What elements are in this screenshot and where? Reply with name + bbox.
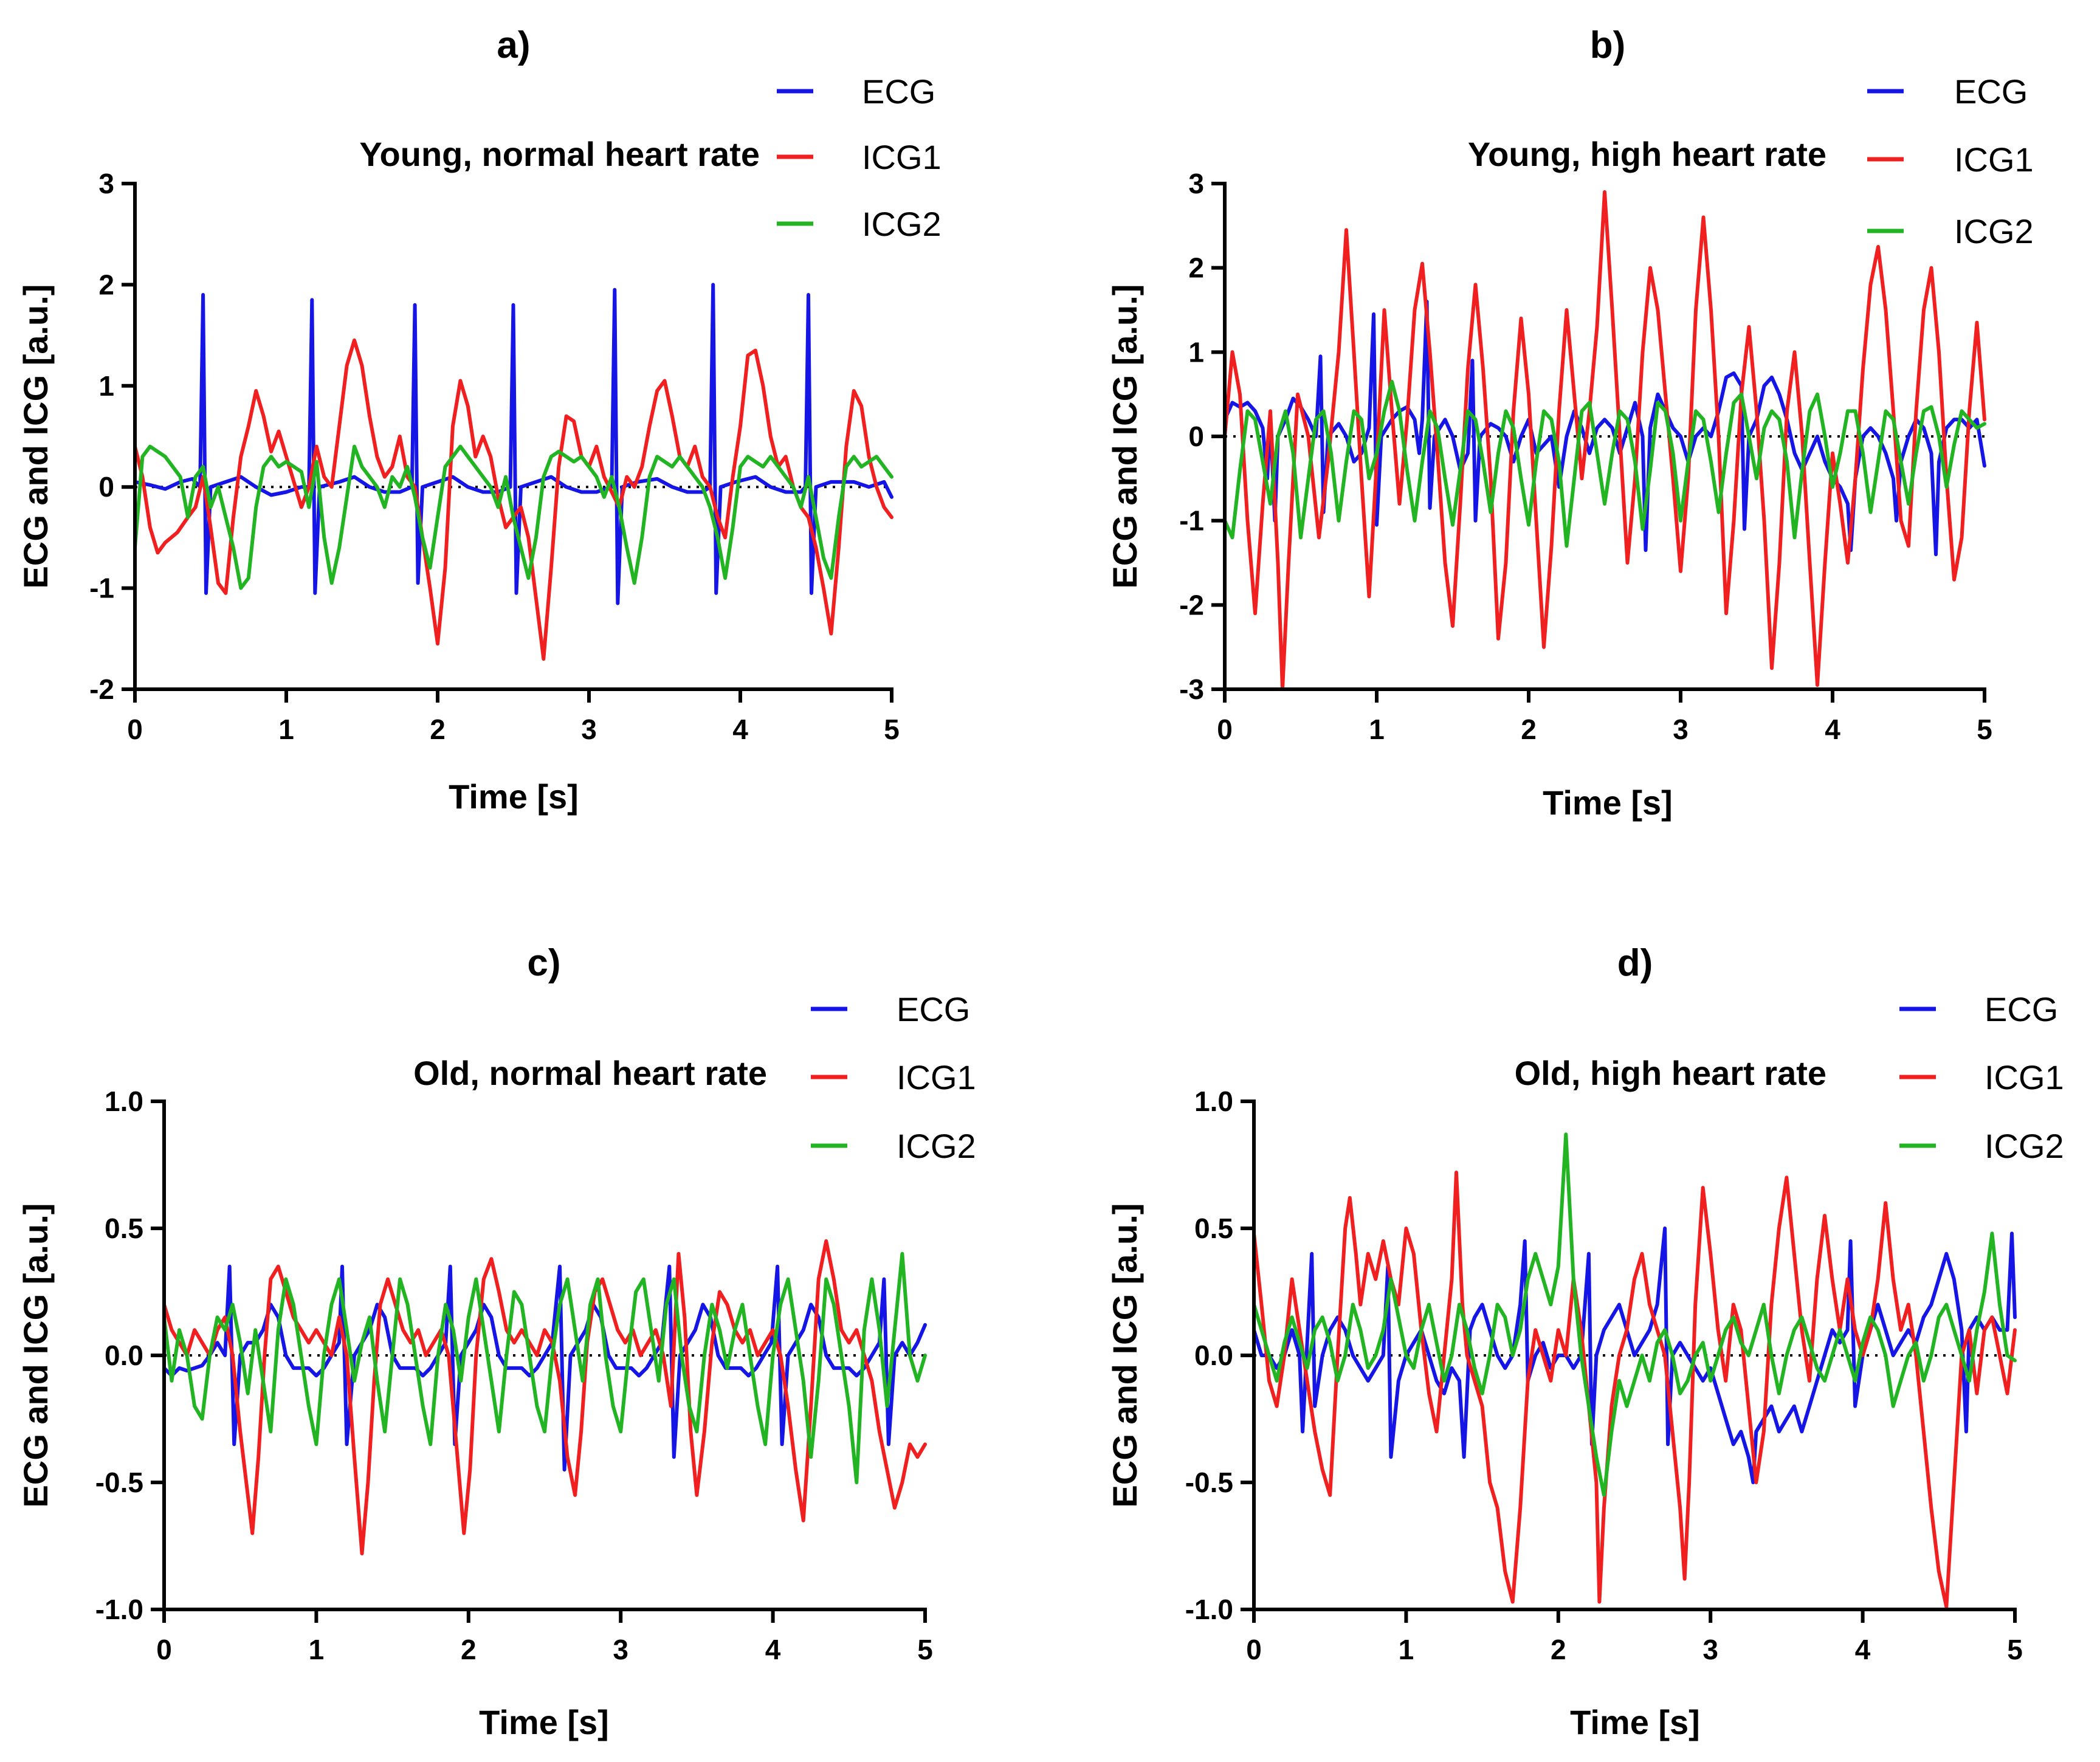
legend-label-icg1: ICG1	[862, 138, 942, 176]
plot-area: 0 1 2 3 4 5 -1.0 -0.5 0.0 0.5 1.0	[1185, 1086, 2023, 1665]
y-tick-label: 1	[1188, 336, 1204, 368]
panel-d: d) Old, high heart rate ECG ICG1 ICG2 0 1…	[1106, 942, 2064, 1741]
y-tick-label: 0.0	[1194, 1340, 1233, 1371]
x-tick-label: 0	[156, 1634, 172, 1665]
series-line-icg1	[162, 1239, 927, 1555]
y-tick-label: 3	[1188, 168, 1204, 199]
legend-label-ecg: ECG	[862, 72, 935, 111]
y-tick-label: -0.5	[1185, 1467, 1233, 1498]
y-tick-label: 3	[98, 168, 114, 199]
y-tick-label: 1	[98, 370, 114, 402]
y-tick-label: 1.0	[1194, 1086, 1233, 1117]
y-tick-label: 1.0	[105, 1086, 143, 1117]
x-axis-title: Time [s]	[479, 1703, 609, 1741]
y-tick-label: -3	[1179, 673, 1204, 705]
series-line-icg1	[1252, 1171, 2017, 1609]
legend: ECG ICG1 ICG2	[811, 990, 976, 1165]
legend: ECG ICG1 ICG2	[1899, 990, 2064, 1165]
legend-label-ecg: ECG	[1954, 72, 2028, 111]
x-tick-label: 1	[1399, 1634, 1414, 1665]
series-line-icg2	[162, 1251, 927, 1484]
panel-subtitle: Young, normal heart rate	[359, 135, 760, 173]
series-line-icg2	[1252, 1132, 2017, 1497]
legend-label-icg2: ICG2	[1985, 1127, 2064, 1165]
x-tick-label: 2	[461, 1634, 477, 1665]
y-tick-label: 2	[1188, 252, 1204, 284]
y-axis-title: ECG and ICG [a.u.]	[1106, 1203, 1144, 1508]
panel-subtitle: Old, normal heart rate	[413, 1054, 767, 1092]
panel-label: c)	[527, 942, 560, 984]
x-tick-label: 2	[1521, 714, 1537, 745]
y-tick-label: 0	[1188, 421, 1204, 452]
x-tick-label: 1	[309, 1634, 325, 1665]
x-tick-label: 3	[1702, 1634, 1718, 1665]
x-tick-label: 2	[1551, 1634, 1566, 1665]
panel-label: d)	[1617, 942, 1653, 984]
legend-label-icg2: ICG2	[897, 1127, 976, 1165]
x-tick-label: 0	[127, 714, 143, 745]
plot-area: 0 1 2 3 4 5 -1.0 -0.5 0.0 0.5 1.0	[95, 1086, 933, 1665]
panel-label: b)	[1590, 24, 1626, 66]
panel-label: a)	[497, 24, 530, 66]
x-axis-title: Time [s]	[449, 777, 579, 816]
legend-label-icg1: ICG1	[1954, 140, 2034, 179]
panel-c: c) Old, normal heart rate ECG ICG1 ICG2 …	[16, 942, 976, 1741]
legend-label-icg1: ICG1	[1985, 1058, 2064, 1096]
y-tick-label: 0.0	[105, 1340, 143, 1371]
y-tick-label: 2	[98, 269, 114, 300]
x-tick-label: 4	[1855, 1634, 1871, 1665]
x-tick-label: 1	[1369, 714, 1385, 745]
series-line-icg2	[1223, 379, 1986, 548]
series-line-ecg	[1252, 1227, 2017, 1484]
x-tick-label: 3	[613, 1634, 628, 1665]
x-tick-label: 4	[732, 714, 748, 745]
x-tick-label: 2	[430, 714, 446, 745]
plot-area: 0 1 2 3 4 5 -3 -2 -1 0 1 2 3	[1179, 168, 1992, 745]
y-tick-label: 0.5	[105, 1213, 143, 1244]
panel-subtitle: Young, high heart rate	[1468, 135, 1826, 173]
x-tick-label: 3	[1673, 714, 1689, 745]
series-line-icg1	[133, 338, 893, 661]
series-line-ecg	[133, 283, 893, 605]
x-tick-label: 5	[2007, 1634, 2023, 1665]
y-tick-label: 0	[98, 471, 114, 503]
y-axis-title: ECG and ICG [a.u.]	[1106, 284, 1144, 589]
y-tick-label: -2	[1179, 589, 1204, 621]
panel-subtitle: Old, high heart rate	[1515, 1054, 1826, 1092]
x-tick-label: 3	[581, 714, 597, 745]
y-tick-label: -1.0	[95, 1594, 143, 1625]
x-tick-label: 4	[765, 1634, 781, 1665]
y-tick-label: -1.0	[1185, 1594, 1233, 1625]
legend-label-icg2: ICG2	[1954, 212, 2034, 250]
panel-b: b) Young, high heart rate ECG ICG1 ICG2 …	[1106, 24, 2034, 822]
legend-label-ecg: ECG	[1985, 990, 2058, 1028]
y-tick-label: -2	[89, 673, 114, 705]
y-axis-title: ECG and ICG [a.u.]	[16, 284, 55, 589]
x-axis-title: Time [s]	[1570, 1703, 1700, 1741]
y-tick-label: -1	[1179, 505, 1204, 537]
x-tick-label: 0	[1246, 1634, 1262, 1665]
y-tick-label: 0.5	[1194, 1213, 1233, 1244]
y-axis-title: ECG and ICG [a.u.]	[16, 1203, 55, 1508]
panel-a: a) Young, normal heart rate ECG ICG1 ICG…	[16, 24, 942, 816]
x-axis-title: Time [s]	[1543, 783, 1673, 822]
legend-label-ecg: ECG	[897, 990, 970, 1028]
series-line-icg2	[133, 444, 893, 590]
x-tick-label: 1	[278, 714, 294, 745]
y-tick-label: -0.5	[95, 1467, 143, 1498]
legend: ECG ICG1 ICG2	[1867, 72, 2034, 250]
legend-label-icg1: ICG1	[897, 1058, 976, 1096]
x-tick-label: 4	[1825, 714, 1840, 745]
series-line-icg1	[1223, 190, 1986, 691]
legend: ECG ICG1 ICG2	[777, 72, 942, 243]
legend-label-icg2: ICG2	[862, 205, 942, 243]
x-tick-label: 5	[917, 1634, 933, 1665]
x-tick-label: 5	[1977, 714, 1992, 745]
x-tick-label: 0	[1217, 714, 1233, 745]
plot-area: 0 1 2 3 4 5 -2 -1 0 1 2 3	[89, 168, 900, 745]
y-tick-label: -1	[89, 573, 114, 604]
x-tick-label: 5	[884, 714, 900, 745]
